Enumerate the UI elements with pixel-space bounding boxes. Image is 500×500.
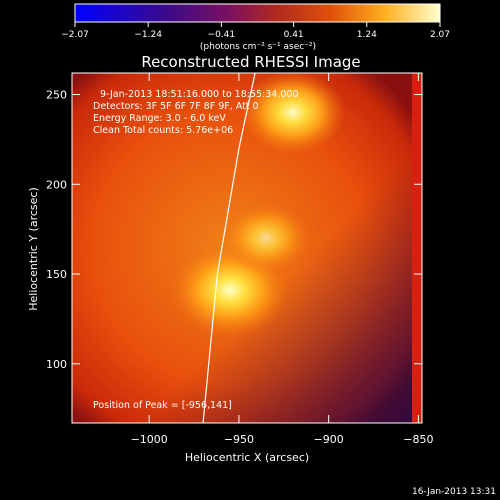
emission-source <box>240 73 346 155</box>
y-tick-label: 250 <box>46 89 67 102</box>
colorbar-tick-label: 0.41 <box>284 30 304 40</box>
y-tick-label: 100 <box>46 358 67 371</box>
x-axis-label: Heliocentric X (arcsec) <box>185 451 309 464</box>
colorbar-tick-label: −2.07 <box>61 30 89 40</box>
colorbar-unit-label: (photons cm⁻² s⁻¹ asec⁻²) <box>200 42 316 52</box>
y-axis-ticks: 100 150 200 250 <box>46 89 422 371</box>
chart-title: Reconstructed RHESSI Image <box>141 53 360 71</box>
colorbar-ticks: −2.07 −1.24 −0.41 0.41 1.24 2.07 <box>61 22 450 40</box>
x-tick-label: −1000 <box>131 433 168 446</box>
annotation-time-range: 9-Jan-2013 18:51:16.000 to 18:55:34.000 <box>100 89 298 100</box>
heatmap-image <box>72 73 422 423</box>
annotation-clean: Clean Total counts: 5.76e+06 <box>93 125 233 136</box>
x-tick-label: −900 <box>314 433 344 446</box>
annotation-energy: Energy Range: 3.0 - 6.0 keV <box>93 113 226 124</box>
y-tick-label: 150 <box>46 268 67 281</box>
x-axis-ticks: −1000 −950 −900 −850 <box>131 73 434 446</box>
y-axis-label: Heliocentric Y (arcsec) <box>27 187 40 311</box>
solar-limb-line <box>202 72 256 424</box>
colorbar-tick-label: −1.24 <box>134 30 162 40</box>
y-tick-label: 200 <box>46 178 67 191</box>
footer-date: 16-Jan-2013 13:31 <box>412 487 496 497</box>
annotation-peak: Position of Peak = [-956,141] <box>93 400 232 411</box>
colorbar <box>74 3 441 23</box>
x-tick-label: −850 <box>403 433 433 446</box>
annotation-detectors: Detectors: 3F 5F 6F 7F 8F 9F, Att 0 <box>93 101 259 112</box>
emission-source <box>220 202 311 275</box>
x-tick-label: −950 <box>224 433 254 446</box>
colorbar-tick-label: −0.41 <box>208 30 236 40</box>
colorbar-tick-label: 2.07 <box>430 30 450 40</box>
colorbar-tick-label: 1.24 <box>357 30 377 40</box>
plot-frame <box>71 72 423 424</box>
